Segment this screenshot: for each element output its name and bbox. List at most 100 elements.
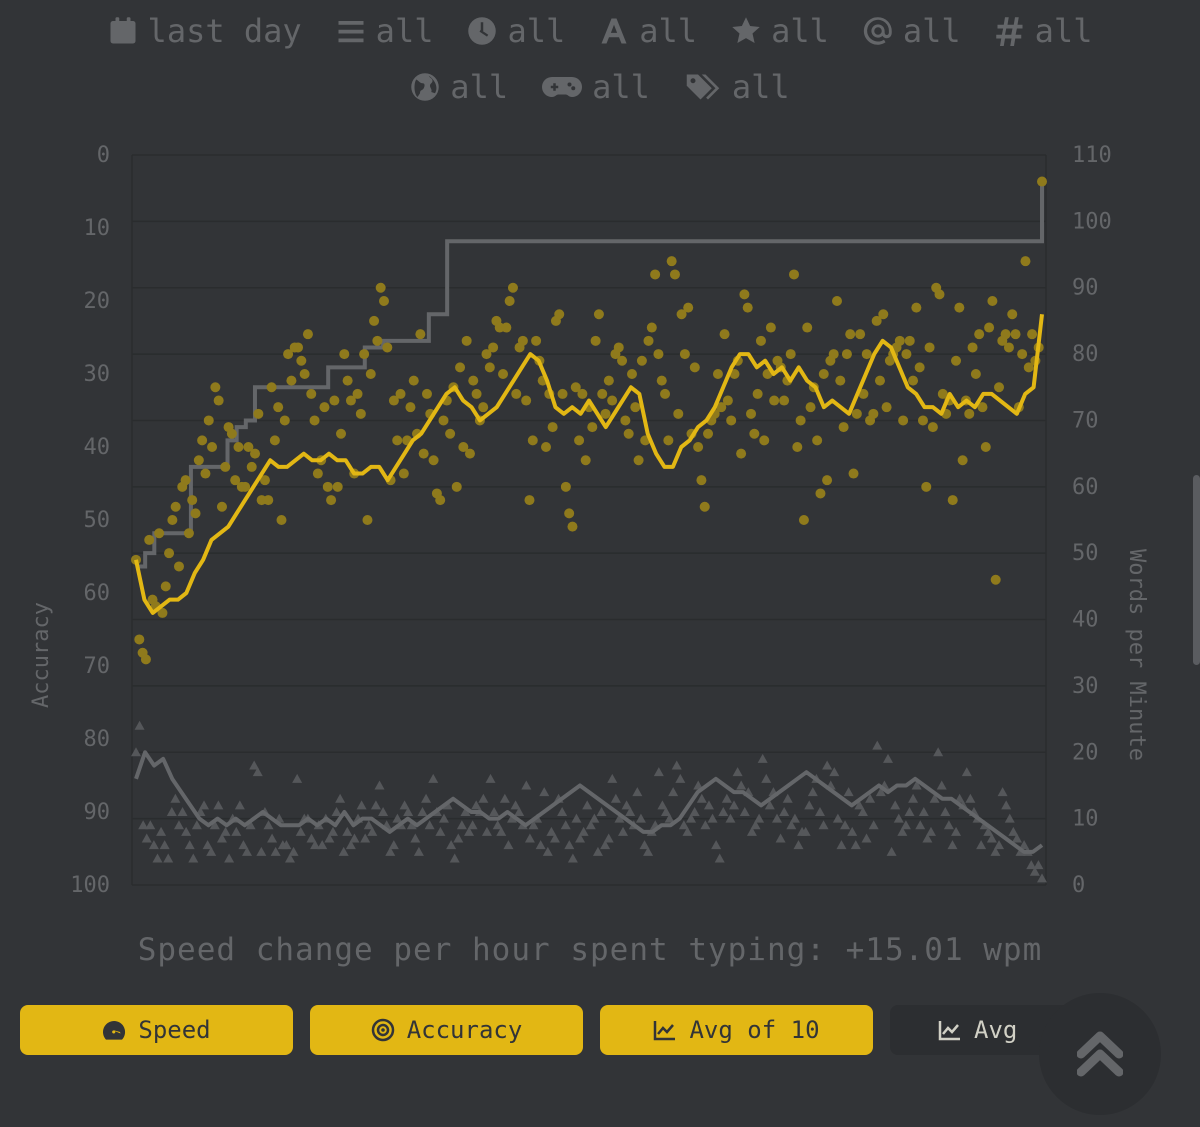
wpm-point xyxy=(164,548,175,559)
error-point xyxy=(714,853,725,863)
wpm-point xyxy=(818,369,829,379)
wpm-point xyxy=(835,375,846,386)
error-point xyxy=(421,793,432,803)
error-point xyxy=(732,767,743,777)
error-point xyxy=(793,840,804,850)
wpm-point xyxy=(372,335,383,346)
wpm-point xyxy=(871,315,882,326)
error-point xyxy=(245,820,256,830)
accuracy-tick-label: 100 xyxy=(70,873,110,898)
wpm-point xyxy=(580,455,591,466)
accuracy-tick-label: 40 xyxy=(84,435,111,460)
filter-tags[interactable]: all xyxy=(684,66,790,108)
error-point xyxy=(360,833,371,843)
chart-line-icon xyxy=(938,1021,960,1041)
filter-language[interactable]: all xyxy=(599,10,697,52)
wpm-point xyxy=(554,309,565,320)
error-point xyxy=(481,826,492,836)
filter-numbers[interactable]: all xyxy=(995,10,1092,52)
error-point xyxy=(485,773,496,783)
wpm-point xyxy=(160,581,171,592)
error-point xyxy=(478,793,489,803)
filter-difficulty[interactable]: all xyxy=(731,10,829,52)
wpm-point xyxy=(845,329,856,340)
wpm-point xyxy=(478,402,489,413)
error-point xyxy=(206,846,217,856)
error-point xyxy=(703,800,714,810)
wpm-tick-label: 10 xyxy=(1072,807,1099,832)
wpm-point xyxy=(392,435,403,446)
wpm-point xyxy=(203,415,214,426)
wpm-point xyxy=(749,428,760,439)
error-point xyxy=(990,846,1001,856)
wpm-point xyxy=(660,388,671,399)
wpm-point xyxy=(193,455,204,466)
wpm-point xyxy=(564,508,575,519)
wpm-point xyxy=(461,335,472,346)
error-point xyxy=(406,820,417,830)
error-point xyxy=(775,833,786,843)
scroll-to-top-button[interactable] xyxy=(1039,993,1161,1115)
wpm-point xyxy=(1037,176,1047,187)
wpm-tick-label: 60 xyxy=(1072,475,1099,500)
error-point xyxy=(349,833,360,843)
page-scrollbar[interactable] xyxy=(1193,475,1200,665)
toggle-accuracy-button[interactable]: Accuracy xyxy=(310,1005,583,1055)
filter-punctuation[interactable]: all xyxy=(863,10,961,52)
error-point xyxy=(607,773,618,783)
wpm-point xyxy=(980,442,991,452)
error-point xyxy=(1011,833,1022,843)
error-point xyxy=(840,820,851,830)
wpm-point xyxy=(428,455,439,466)
error-point xyxy=(295,826,306,836)
accuracy-tick-label: 10 xyxy=(84,216,111,241)
error-point xyxy=(643,846,654,856)
wpm-point xyxy=(306,388,317,399)
chart-line-icon xyxy=(654,1021,676,1041)
wpm-point xyxy=(345,395,356,406)
wpm-point xyxy=(458,442,469,452)
wpm-point xyxy=(517,335,528,346)
filter-time[interactable]: all xyxy=(467,10,565,52)
filter-mode[interactable]: all xyxy=(336,10,433,52)
wpm-tick-label: 20 xyxy=(1072,740,1099,765)
wpm-point xyxy=(719,329,730,340)
filter-funbox[interactable]: all xyxy=(542,66,650,108)
wpm-point xyxy=(785,349,796,360)
filter-date[interactable]: last day xyxy=(108,10,302,52)
wpm-point xyxy=(435,495,446,506)
wpm-point xyxy=(987,296,998,306)
error-point xyxy=(564,840,575,850)
error-point xyxy=(908,793,919,803)
wpm-point xyxy=(759,435,770,446)
wpm-point xyxy=(531,335,542,346)
error-point xyxy=(449,853,460,863)
error-point xyxy=(242,846,253,856)
filter-quote[interactable]: all xyxy=(410,66,508,108)
wpm-point xyxy=(1023,362,1034,373)
error-point xyxy=(184,840,195,850)
personal-best-line xyxy=(136,181,1044,569)
wpm-point xyxy=(157,607,168,618)
error-avg-line xyxy=(134,750,1044,854)
error-point xyxy=(231,826,242,836)
gauge-icon xyxy=(103,1020,126,1040)
wpm-point xyxy=(524,495,535,506)
wpm-point xyxy=(326,495,337,506)
wpm-tick-label: 0 xyxy=(1072,873,1085,898)
toggle-speed-button[interactable]: Speed xyxy=(20,1005,293,1055)
error-point xyxy=(546,826,557,836)
toggle-accuracy-label: Accuracy xyxy=(406,1016,523,1044)
error-point xyxy=(471,800,482,810)
wpm-point xyxy=(914,362,925,373)
error-point xyxy=(220,826,231,836)
accuracy-tick-label: 20 xyxy=(84,289,111,314)
error-point xyxy=(875,787,886,797)
error-point xyxy=(779,807,790,816)
wpm-point xyxy=(967,342,978,353)
error-point xyxy=(335,793,346,803)
error-point xyxy=(814,807,825,816)
error-point xyxy=(267,833,278,843)
toggle-avg10-button[interactable]: Avg of 10 xyxy=(600,1005,873,1055)
wpm-point xyxy=(213,395,224,406)
